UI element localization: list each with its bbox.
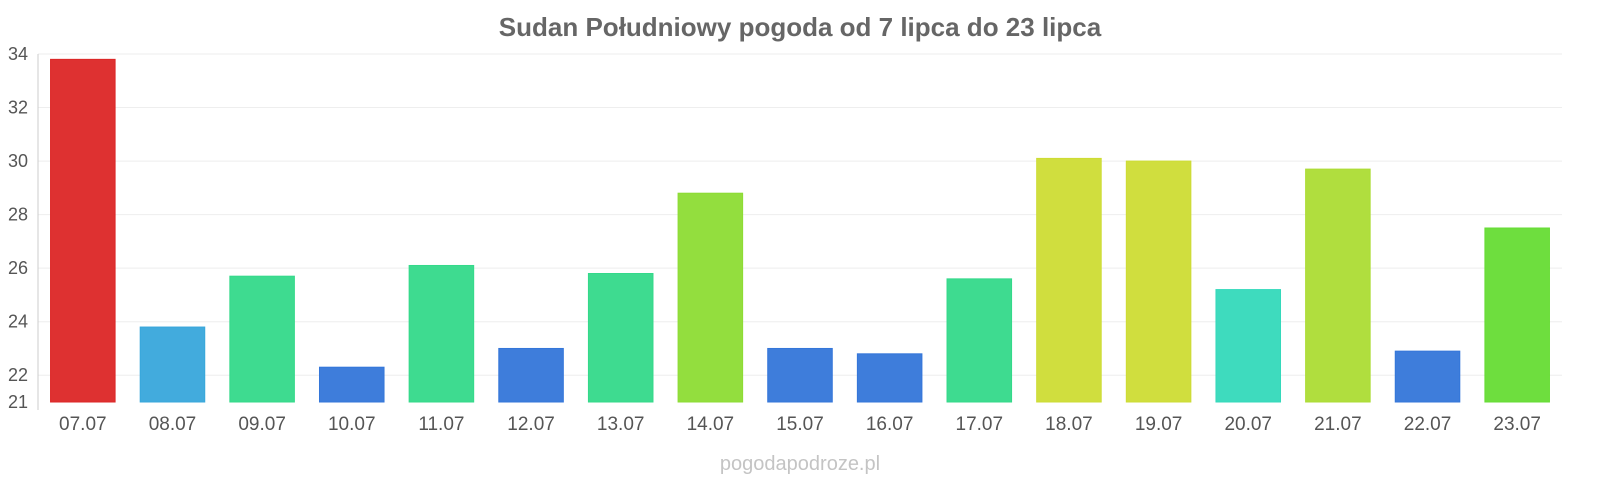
y-axis-ticks: 21 22 24 26 28 30 32 34	[8, 44, 28, 412]
x-tick-label: 18.07	[1045, 414, 1093, 435]
bar-21.07	[1305, 168, 1371, 403]
y-tick-label: 32	[8, 98, 28, 118]
y-tick-label: 28	[8, 205, 28, 225]
x-tick-label: 14.07	[687, 414, 735, 435]
y-tick-label: 26	[8, 258, 28, 278]
x-tick-label: 13.07	[597, 414, 645, 435]
y-tick-label: 21	[8, 392, 28, 412]
bar-19.07	[1125, 160, 1192, 403]
bar-17.07	[946, 278, 1013, 403]
bar-22.07	[1394, 350, 1461, 403]
bars	[50, 58, 1550, 403]
x-tick-label: 20.07	[1224, 414, 1272, 435]
bar-13.07	[587, 273, 654, 403]
x-tick-label: 15.07	[776, 414, 824, 435]
y-tick-label: 34	[8, 44, 28, 64]
x-tick-label: 09.07	[238, 414, 286, 435]
bar-07.07	[50, 58, 116, 403]
x-tick-label: 23.07	[1493, 414, 1541, 435]
bar-11.07	[408, 264, 475, 403]
bar-12.07	[498, 347, 564, 403]
y-tick-label: 24	[8, 312, 28, 332]
bar-18.07	[1036, 157, 1102, 403]
chart-title: Sudan Południowy pogoda od 7 lipca do 23…	[499, 12, 1102, 42]
y-tick-label: 22	[8, 365, 28, 385]
x-axis-ticks: 07.07 08.07 09.07 10.07 11.07 12.07 13.07 14.07…	[59, 414, 1541, 435]
x-tick-label: 07.07	[59, 414, 107, 435]
bar-16.07	[856, 353, 923, 403]
watermark: pogodapodroze.pl	[720, 453, 880, 475]
x-tick-label: 08.07	[149, 414, 197, 435]
x-tick-label: 10.07	[328, 414, 376, 435]
x-tick-label: 19.07	[1135, 414, 1183, 435]
y-tick-label: 30	[8, 151, 28, 171]
x-tick-label: 11.07	[418, 414, 464, 435]
x-tick-label: 17.07	[956, 414, 1004, 435]
bar-08.07	[139, 326, 206, 403]
bar-09.07	[229, 275, 295, 403]
x-tick-label: 21.07	[1314, 414, 1362, 435]
x-tick-label: 16.07	[866, 414, 914, 435]
bar-15.07	[767, 347, 833, 403]
bar-14.07	[677, 192, 744, 403]
bar-10.07	[318, 366, 385, 403]
x-tick-label: 12.07	[507, 414, 555, 435]
bar-20.07	[1215, 289, 1282, 403]
bar-23.07	[1484, 227, 1550, 403]
x-tick-label: 22.07	[1404, 414, 1452, 435]
